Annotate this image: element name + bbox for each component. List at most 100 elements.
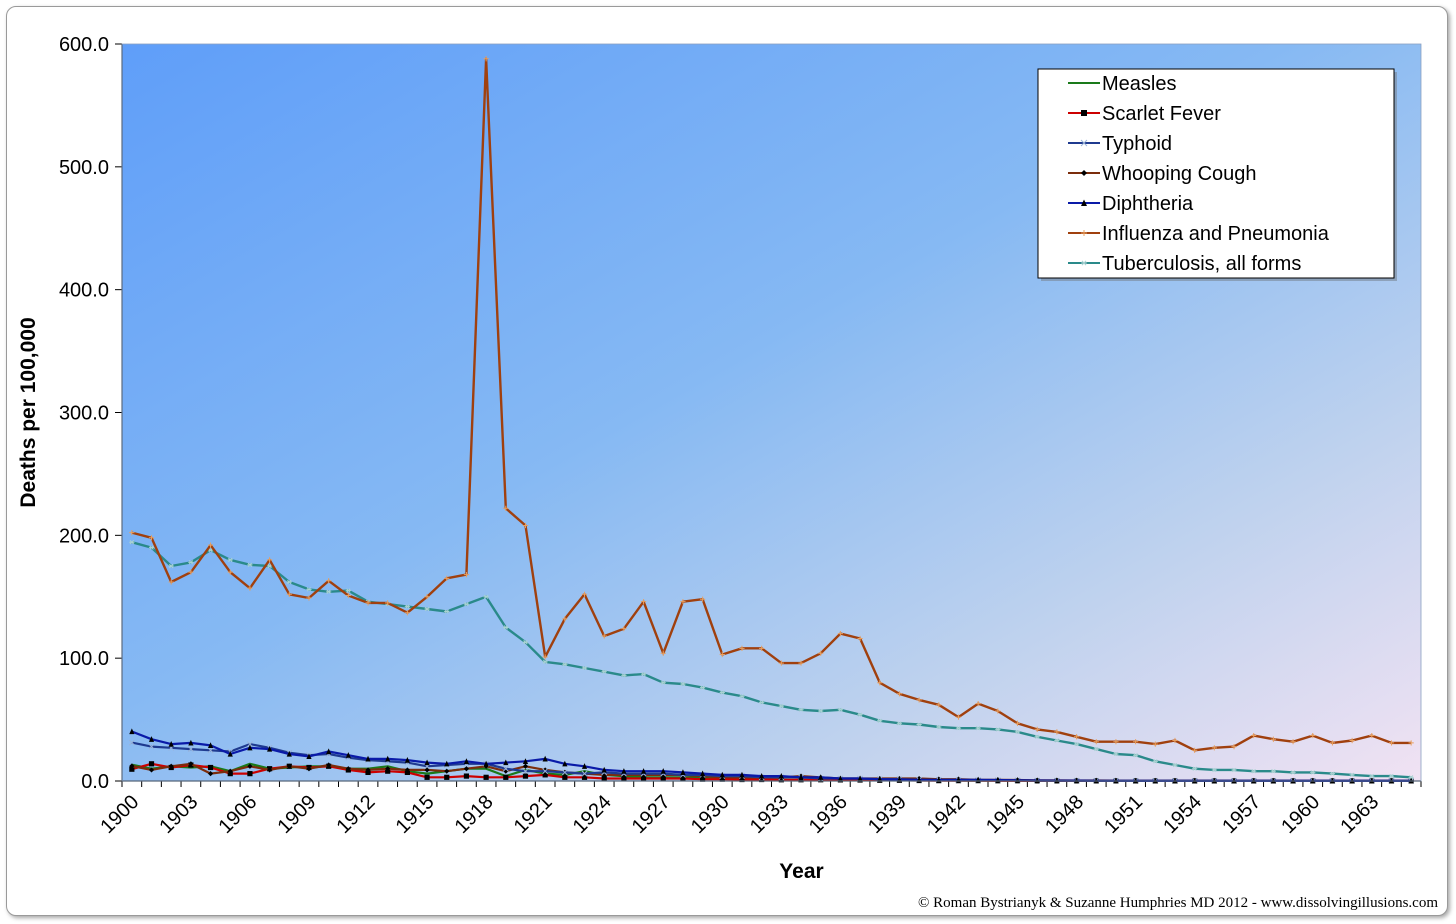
data-point (621, 775, 627, 782)
data-point (1408, 775, 1414, 780)
data-point (1093, 746, 1099, 752)
data-point (975, 701, 981, 707)
x-tick-label: 1951 (1100, 791, 1147, 838)
data-point (424, 594, 430, 600)
data-point (1192, 766, 1198, 771)
data-point (326, 748, 332, 755)
data-point (188, 560, 194, 565)
data-point (463, 758, 470, 764)
data-point (561, 769, 568, 776)
legend-label: Influenza and Pneumonia (1102, 223, 1330, 245)
legend-item: Typhoid (1068, 133, 1172, 155)
data-point (267, 557, 273, 563)
data-point (345, 588, 351, 593)
x-axis-ticks: 1900 1903 1906 1909 1912 1915 1918 1921 1924 1927… (96, 781, 1422, 838)
data-point (601, 633, 607, 639)
data-point (129, 530, 135, 536)
data-point (1152, 759, 1158, 764)
data-point (129, 540, 135, 545)
data-point (1034, 734, 1040, 739)
data-point (306, 753, 312, 760)
data-point (128, 739, 135, 746)
data-point (129, 766, 135, 772)
series-line (131, 57, 1412, 752)
data-point (404, 604, 410, 609)
data-point (916, 722, 922, 727)
data-point (326, 589, 332, 595)
data-point (404, 610, 410, 616)
data-point (955, 714, 962, 720)
data-point (148, 545, 155, 550)
y-tick-label: 0.0 (81, 771, 109, 793)
y-tick-label: 500.0 (59, 157, 109, 179)
legend-label: Scarlet Fever (1102, 103, 1221, 125)
data-point (286, 750, 292, 757)
data-point (1152, 741, 1158, 747)
data-point (660, 650, 666, 656)
data-point (1349, 737, 1355, 744)
data-point (562, 662, 568, 667)
data-point (365, 600, 371, 606)
data-point (1081, 170, 1087, 176)
data-point (1369, 773, 1375, 779)
data-point (700, 596, 706, 602)
data-point (1081, 260, 1087, 266)
data-point (326, 578, 332, 584)
x-tick-label: 1954 (1159, 791, 1206, 838)
data-point (660, 680, 666, 685)
data-point (404, 767, 410, 773)
x-tick-label: 1915 (392, 791, 439, 838)
data-point (818, 708, 824, 714)
data-point (936, 702, 942, 708)
data-point (798, 707, 804, 712)
y-tick-label: 600.0 (59, 34, 109, 56)
data-point (700, 776, 706, 782)
data-point (857, 712, 863, 717)
data-point (306, 595, 312, 601)
x-axis-title: Year (779, 860, 823, 883)
data-point (1211, 767, 1217, 773)
data-point (640, 671, 647, 677)
data-point (640, 775, 647, 782)
data-point (267, 563, 273, 569)
data-point (1073, 734, 1080, 740)
data-point (207, 771, 214, 777)
x-tick-label: 1936 (805, 791, 852, 838)
data-point (936, 724, 942, 730)
data-point (1329, 740, 1336, 746)
data-point (247, 562, 253, 567)
data-point (247, 771, 253, 777)
data-point (542, 755, 548, 762)
data-point (1388, 740, 1395, 746)
data-point (542, 659, 548, 665)
data-point (562, 760, 568, 767)
data-point (188, 569, 194, 575)
y-tick-label: 400.0 (59, 280, 109, 302)
data-point (503, 774, 509, 780)
data-point (1349, 772, 1355, 778)
data-point (1133, 739, 1139, 745)
data-point (857, 635, 863, 642)
data-point (1093, 739, 1099, 745)
data-point (207, 542, 214, 548)
data-point (463, 766, 470, 772)
legend-item: Influenza and Pneumonia (1068, 223, 1330, 245)
legend-item: Diphtheria (1068, 193, 1194, 215)
data-point (916, 697, 922, 703)
legend-label: Tuberculosis, all forms (1102, 253, 1301, 275)
data-point (1081, 199, 1087, 206)
data-point (444, 760, 450, 767)
x-tick-label: 1900 (96, 791, 143, 838)
data-point (837, 707, 843, 712)
legend-item: Measles (1068, 73, 1176, 95)
data-point (187, 746, 194, 753)
data-point (700, 770, 706, 777)
data-point (640, 599, 647, 605)
data-point (778, 703, 784, 709)
data-point (207, 764, 214, 771)
data-point (326, 762, 332, 768)
x-tick-label: 1903 (155, 791, 202, 838)
data-point (424, 606, 430, 612)
data-point (601, 775, 607, 782)
